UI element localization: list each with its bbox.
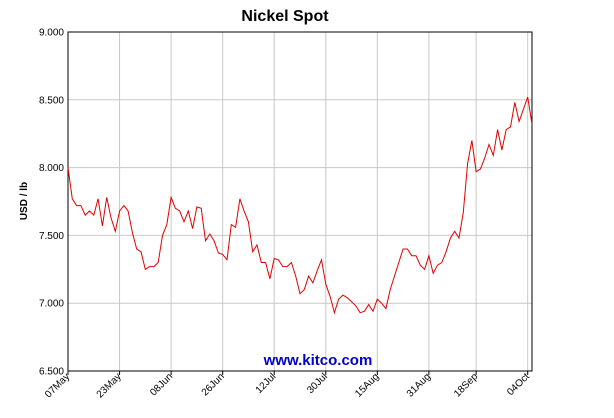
y-tick-label: 6.500 [39,367,64,378]
plot-area [68,32,532,371]
y-tick-label: 7.500 [39,231,64,242]
x-tick-label: 30Jul [305,371,330,396]
x-tick-label: 04Oct [505,371,532,398]
y-tick-label: 8.000 [39,163,64,174]
x-tick-label: 18Sep [452,371,481,400]
y-tick-label: 9.000 [39,28,64,39]
line-series [67,96,533,315]
x-tick-label: 26Jun [200,371,227,398]
y-tick-label: 8.500 [39,95,64,106]
x-tick-label: 08Jun [148,371,175,398]
chart-title: Nickel Spot [241,8,329,25]
x-tick-label: 31Aug [405,371,433,399]
y-axis-label: USD / lb [19,182,30,220]
x-tick-label: 12Jul [254,371,279,396]
y-tick-label: 7.000 [39,299,64,310]
plot-frame [67,31,533,372]
watermark: www.kitco.com [263,352,373,369]
x-tick-label: 15Aug [353,371,381,399]
x-tick-label: 23May [95,371,124,400]
